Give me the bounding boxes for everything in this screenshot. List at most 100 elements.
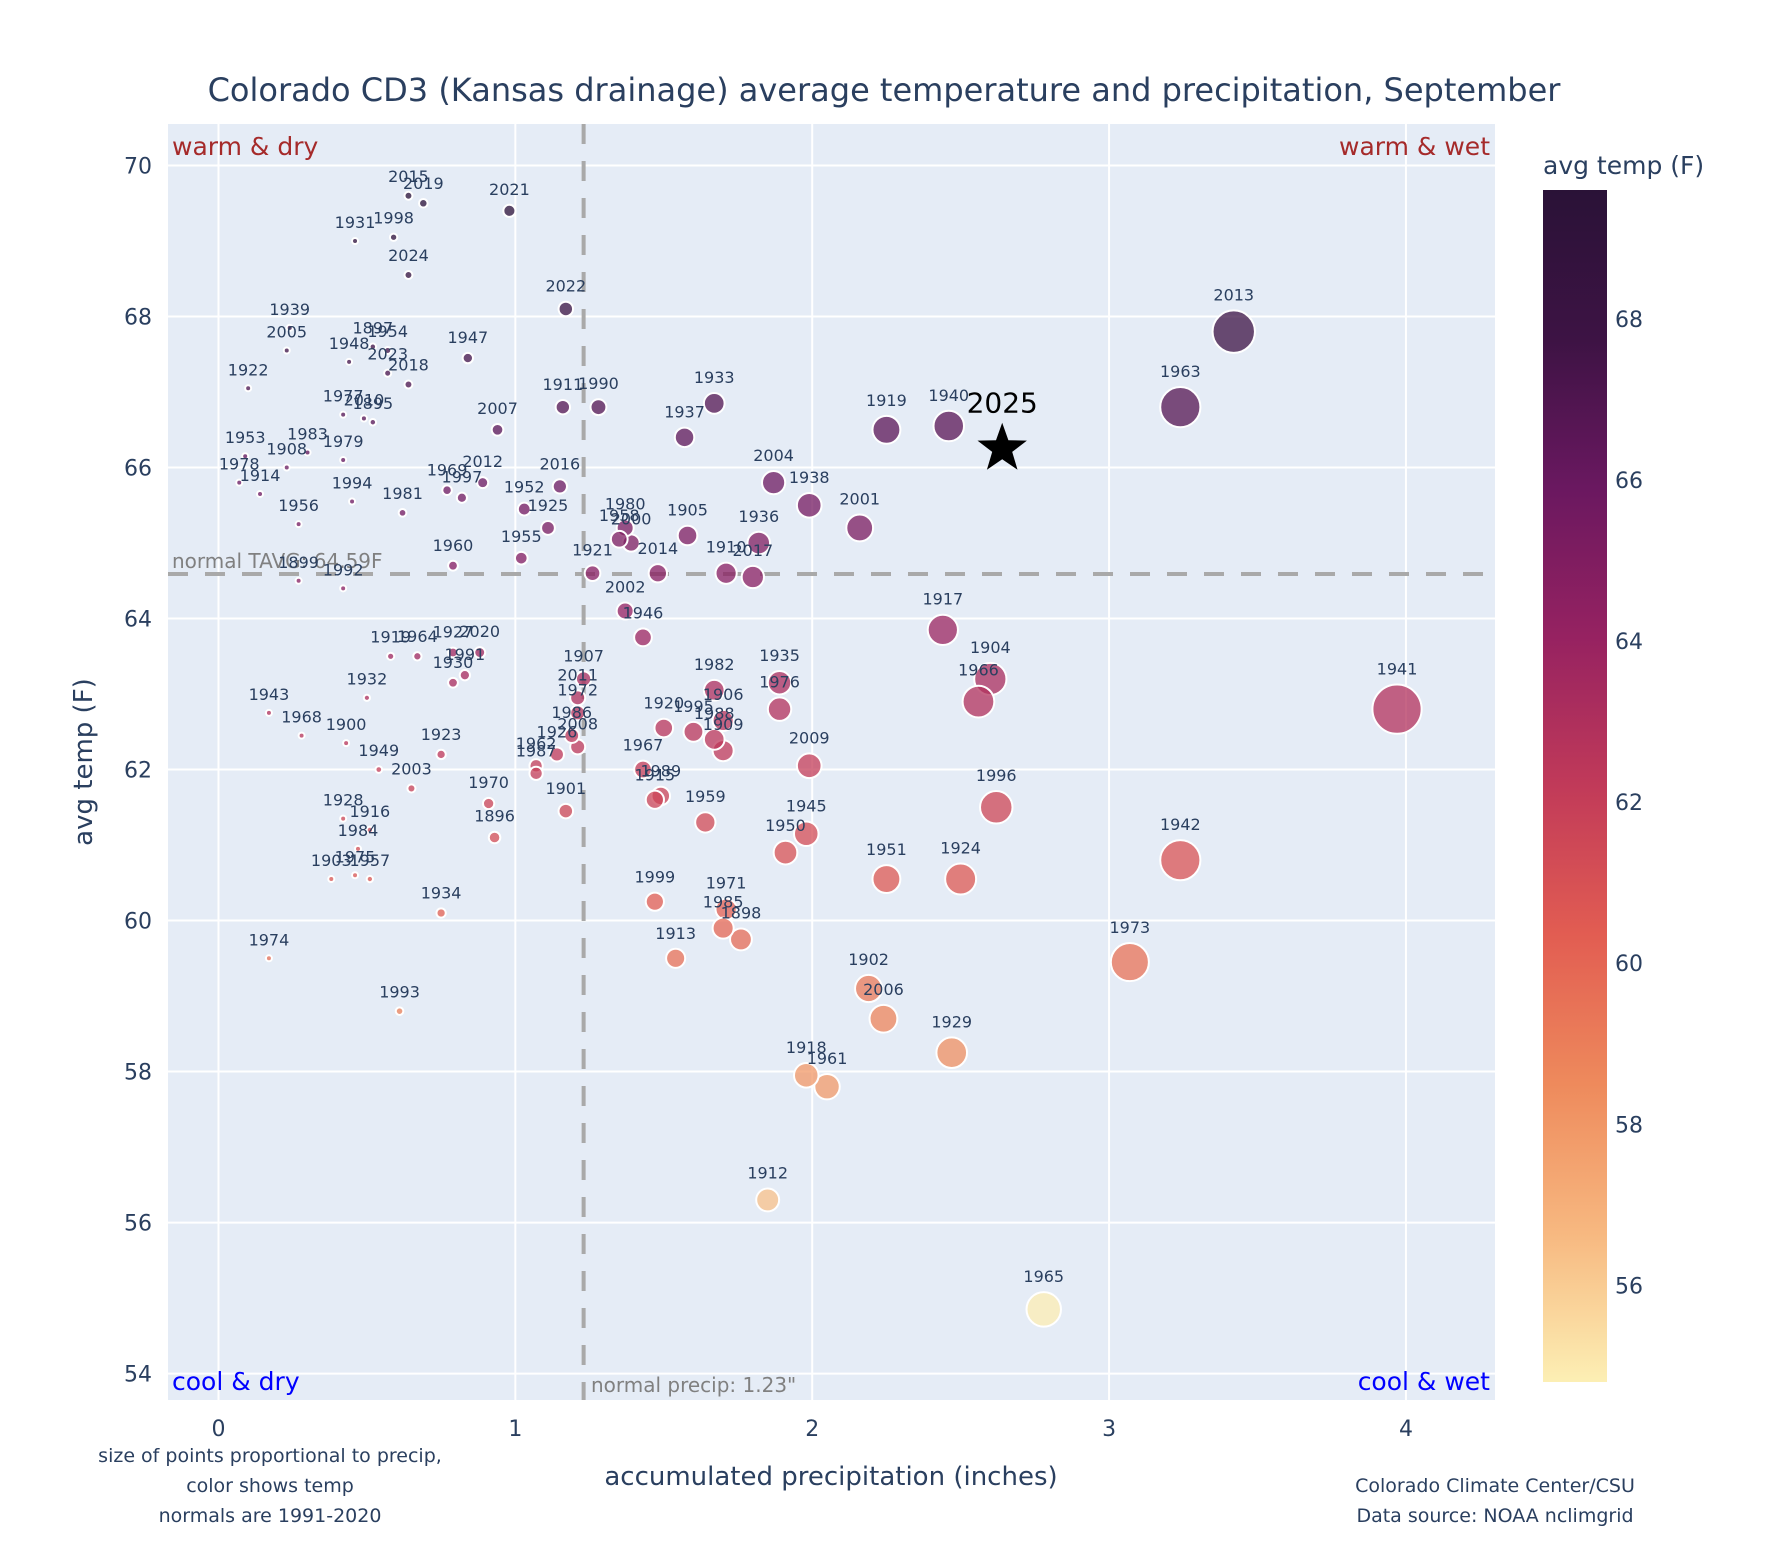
data-point [403,270,414,280]
data-point [528,765,544,781]
point-label: 1910 [706,538,747,557]
point-label: 1941 [1377,660,1418,679]
footnote-line: color shows temp [186,1475,354,1497]
point-label: 1938 [789,468,830,487]
point-label: 2017 [732,541,773,560]
point-label: 1969 [427,460,468,479]
data-point [871,414,902,445]
footnote-line: size of points proportional to precip, [98,1445,442,1467]
point-label: 1965 [1023,1267,1064,1286]
plot-area [168,124,1495,1400]
data-point [551,478,568,495]
point-label: 1973 [1109,918,1150,937]
data-point [374,765,384,774]
data-point [589,398,608,417]
point-label: 1986 [551,703,592,722]
data-point [388,232,399,242]
point-label: 2003 [391,759,432,778]
point-label: 1943 [249,685,290,704]
point-label: 1985 [703,893,744,912]
point-label: 1945 [786,796,827,815]
normal-lines: normal TAVG: 64.59F normal precip: 1.23" [168,124,1495,1400]
data-point [303,448,312,457]
data-point [615,601,635,621]
data-point [702,678,726,702]
data-point [447,646,459,659]
point-label: 2011 [557,665,598,684]
data-point [435,748,447,761]
point-label: 1966 [958,661,999,680]
data-point [345,357,354,366]
point-label: 1920 [643,694,684,713]
data-point [557,300,575,318]
y-axis-title: avg temp (F) [69,678,99,846]
y-axis-ticks: 54 56 58 60 62 64 66 68 70 [124,155,152,1388]
data-point [702,392,726,415]
data-point [461,351,475,365]
point-label: 1913 [655,924,696,943]
point-label: 2019 [403,174,444,193]
point-label: 1987 [516,742,557,761]
point-label: 1900 [326,715,367,734]
data-point [772,839,799,866]
point-label: 1959 [685,787,726,806]
point-label: 1951 [866,840,907,859]
data-point [285,323,294,332]
point-label: 2020 [459,622,500,641]
data-point [795,491,823,519]
point-label: 1907 [563,646,604,665]
point-label: 2015 [388,167,429,186]
point-label: 1975 [335,847,376,866]
point-label: 1996 [976,766,1017,785]
point-label: 2016 [540,454,581,473]
data-point [711,916,735,940]
point-label: 1921 [572,540,613,559]
data-point [563,727,581,744]
data-point [342,739,351,748]
point-label: 1995 [673,697,714,716]
data-point [487,830,502,845]
colorbar-tick-label: 68 [1615,308,1643,333]
point-label: 1956 [278,496,319,515]
point-label: 2002 [605,578,646,597]
data-point [327,875,336,884]
data-point [766,670,793,696]
data-point [665,947,687,969]
data-point [447,559,459,572]
point-label: 1912 [747,1163,788,1182]
data-point [711,708,735,733]
data-point [339,814,348,823]
data-point [282,463,291,472]
data-point [682,720,705,743]
point-label: 1981 [382,484,423,503]
point-label: 1905 [667,501,708,520]
point-label: 1934 [421,883,462,902]
point-label: 1974 [249,930,290,949]
data-point [235,478,244,487]
point-label: 2009 [789,728,830,747]
data-point [294,520,303,529]
point-label: 1958 [599,506,640,525]
point-label: 1983 [287,424,328,443]
point-label: 1932 [347,670,388,689]
data-point [481,796,496,811]
point-label: 1993 [379,982,420,1001]
data-point [348,497,357,506]
point-label: 1940 [928,386,969,405]
credit-line: Colorado Climate Center/CSU [1355,1475,1635,1497]
point-label: 1948 [329,334,370,353]
data-point [516,501,532,517]
data-point [792,1062,820,1089]
point-label: 1925 [528,496,569,515]
data-point [676,524,699,547]
data-point [932,409,966,443]
point-label: 1962 [516,734,557,753]
data-point [362,693,372,702]
data-point [476,476,490,490]
point-label: 1955 [501,527,542,546]
data-point [441,484,453,496]
point-label: 2007 [477,399,518,418]
point-label: 1954 [367,322,408,341]
star-marker [977,422,1027,470]
point-label: 1963 [1160,362,1201,381]
